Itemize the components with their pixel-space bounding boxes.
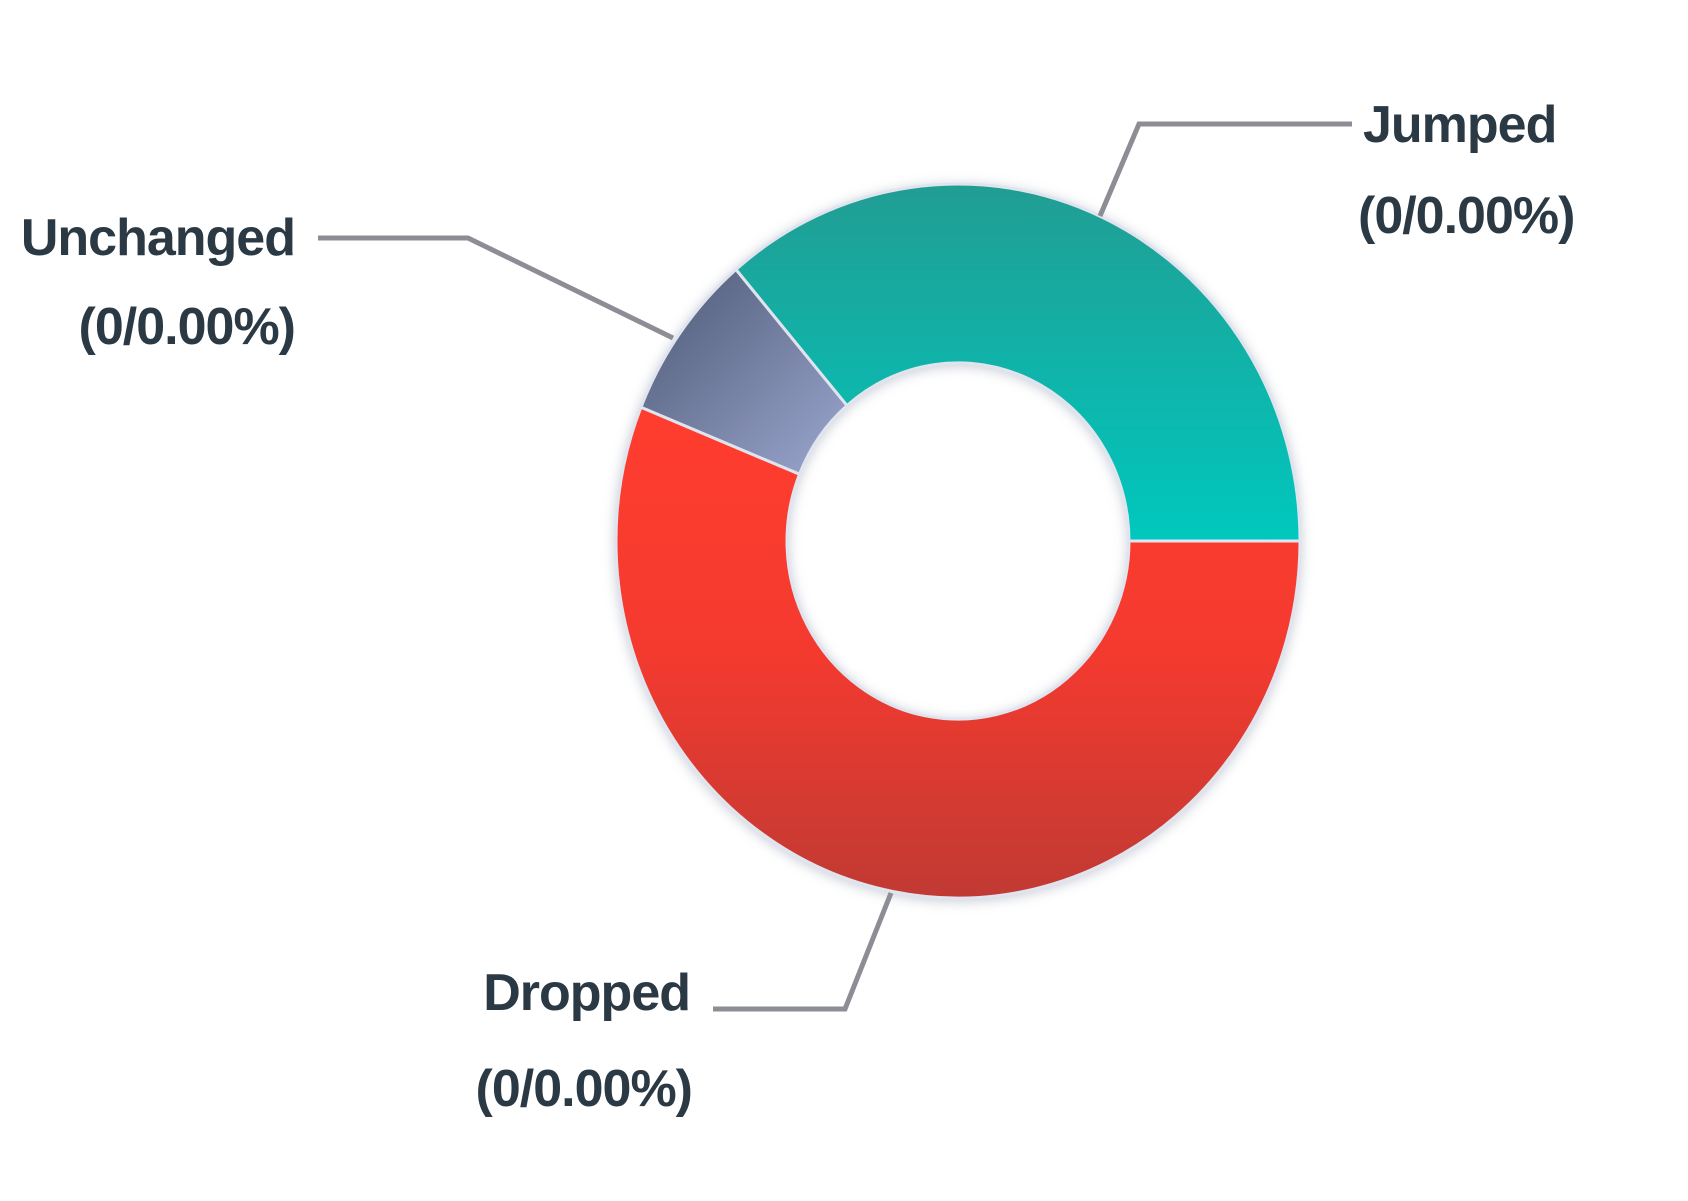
- label-dropped-value: (0/0.00%): [476, 1060, 692, 1118]
- leader-lines: [318, 121, 1352, 1012]
- label-unchanged-value: (0/0.00%): [79, 298, 295, 356]
- slice-dropped[interactable]: [614, 405, 1302, 900]
- label-jumped-name: Jumped: [1363, 96, 1556, 154]
- leader-line-dropped: [713, 892, 894, 1012]
- slice-labels: Jumped (0/0.00%) Unchanged (0/0.00%) Dro…: [21, 96, 1576, 1118]
- label-unchanged-name: Unchanged: [21, 209, 295, 267]
- donut-slices: [614, 182, 1302, 900]
- slice-jumped[interactable]: [734, 182, 1302, 543]
- slice-unchanged[interactable]: [639, 268, 849, 476]
- label-jumped-value: (0/0.00%): [1358, 187, 1574, 245]
- label-dropped-name: Dropped: [483, 964, 690, 1022]
- leader-line-unchanged: [318, 235, 675, 341]
- leader-line-jumped: [1097, 121, 1352, 217]
